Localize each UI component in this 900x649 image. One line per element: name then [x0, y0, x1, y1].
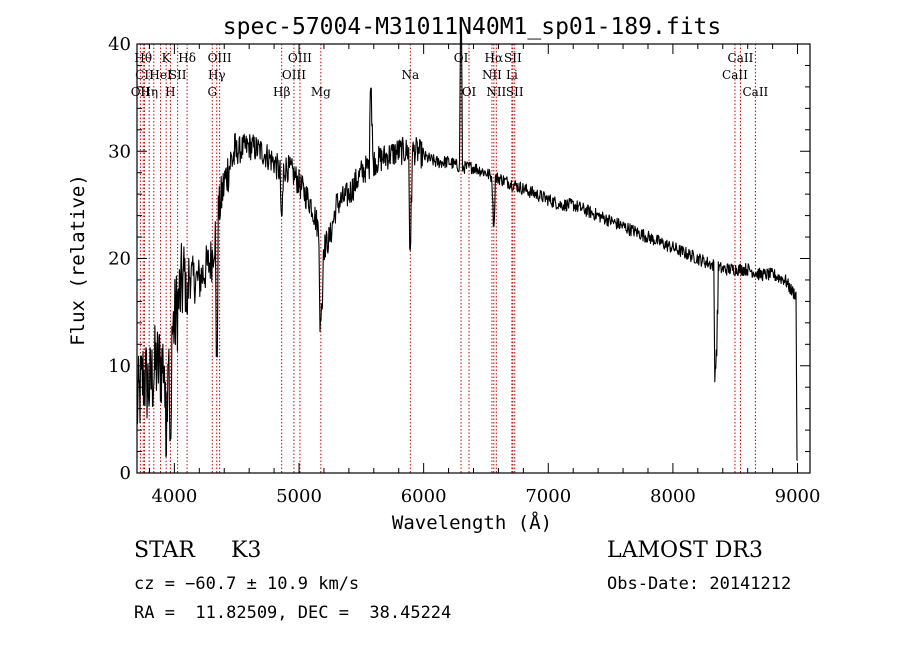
- line-marker-label: HeI: [149, 68, 172, 82]
- line-marker-label: H: [165, 85, 175, 99]
- line-marker-label: OII: [131, 85, 151, 99]
- survey-label: LAMOST DR3: [607, 538, 763, 563]
- line-marker-label: SII: [506, 85, 524, 99]
- y-tick-label: 10: [108, 356, 131, 377]
- y-tick-label: 40: [108, 34, 131, 55]
- y-tick-label: 0: [120, 463, 131, 484]
- x-tick-label: 8000: [650, 486, 696, 507]
- line-marker-labels: OII Hθ CII Hη HeI K H SII Hδ G Hγ OIII Hβ OIII OIII Mg N…: [131, 51, 769, 99]
- spectrum-chart: spec-57004-M31011N40M1_sp01-189.fits OII…: [67, 14, 821, 534]
- classification: STAR K3: [134, 538, 261, 563]
- line-marker-label: Hβ: [273, 85, 290, 99]
- line-marker-label: OIII: [288, 51, 312, 65]
- line-marker-label: OI: [462, 85, 477, 99]
- line-marker-label: OIII: [208, 51, 232, 65]
- x-tick-label: 9000: [775, 486, 821, 507]
- line-marker-label: CaII: [728, 51, 754, 65]
- line-markers: [139, 44, 756, 473]
- x-tick-label: 6000: [401, 486, 447, 507]
- line-marker-label: Li: [506, 68, 518, 82]
- y-tick-label: 20: [108, 249, 131, 270]
- line-marker-label: CaII: [722, 68, 748, 82]
- line-marker-label: SII: [169, 68, 187, 82]
- observation-date: Obs-Date: 20141212: [607, 574, 792, 594]
- line-marker-label: Hγ: [208, 68, 226, 82]
- line-marker-label: CII: [135, 68, 154, 82]
- line-marker-label: SII: [504, 51, 522, 65]
- line-marker-label: Hα: [485, 51, 504, 65]
- y-axis: 0 10 20 30 40: [108, 34, 810, 484]
- line-marker-label: CaII: [742, 85, 768, 99]
- chart-title: spec-57004-M31011N40M1_sp01-189.fits: [223, 14, 722, 40]
- x-axis-label: Wavelength (Å): [392, 511, 552, 534]
- x-axis: 4000 5000 6000 7000 8000 9000: [148, 44, 821, 507]
- line-marker-label: K: [162, 51, 172, 65]
- y-axis-label: Flux (relative): [67, 174, 89, 346]
- line-marker-label: OI: [454, 51, 469, 65]
- line-marker-label: NII: [482, 68, 502, 82]
- line-marker-label: Mg: [311, 85, 331, 99]
- x-tick-label: 7000: [525, 486, 571, 507]
- x-tick-label: 5000: [276, 486, 322, 507]
- y-tick-label: 30: [108, 141, 131, 162]
- line-marker-label: Hθ: [134, 51, 152, 65]
- line-marker-label: Hη: [140, 85, 158, 99]
- x-tick-label: 4000: [151, 486, 197, 507]
- redshift-velocity: cz = −60.7 ± 10.9 km/s: [134, 574, 360, 594]
- line-marker-label: Hδ: [178, 51, 196, 65]
- class-label: STAR: [134, 538, 195, 563]
- line-marker-label: G: [207, 85, 217, 99]
- subclass-label: K3: [231, 538, 262, 563]
- spectrum-line: [136, 27, 798, 461]
- line-marker-label: Na: [401, 68, 419, 82]
- line-marker-label: OIII: [282, 68, 306, 82]
- plot-frame: [136, 43, 811, 474]
- coordinates: RA = 11.82509, DEC = 38.45224: [134, 603, 452, 623]
- line-marker-label: NII: [486, 85, 506, 99]
